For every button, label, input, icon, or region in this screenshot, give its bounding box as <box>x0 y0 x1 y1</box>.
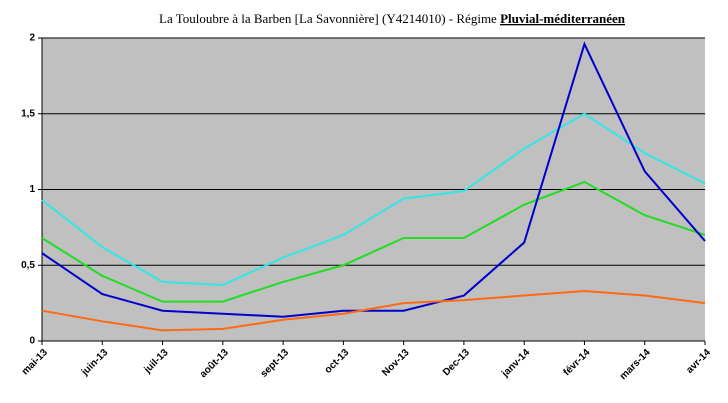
x-tick-label: oct-13 <box>323 347 352 376</box>
y-tick-label: 1 <box>29 184 35 195</box>
title-emphasis: Pluvial-méditerranéen <box>500 11 626 26</box>
x-tick-label: mars-14 <box>618 347 653 382</box>
line-series <box>41 112 706 286</box>
x-tick-label: août-13 <box>198 347 231 380</box>
y-tick-label: 2 <box>29 33 35 44</box>
x-tick-label: sept-13 <box>259 347 292 380</box>
y-tick-label: 0,5 <box>21 260 35 271</box>
line-series <box>41 41 706 318</box>
line-series <box>41 180 706 303</box>
y-tick-label: 1,5 <box>21 108 35 119</box>
x-tick-label: Dec-13 <box>441 347 472 378</box>
x-tick-label: févr-14 <box>561 347 592 378</box>
x-tick-label: janv-14 <box>499 347 532 380</box>
title-main: La Touloubre à la Barben [La Savonnière]… <box>159 11 500 26</box>
x-tick-label: mai-13 <box>20 347 50 377</box>
y-tick-label: 0 <box>29 336 35 347</box>
x-tick-label: Nov-13 <box>380 347 412 379</box>
x-tick-label: juil-13 <box>142 347 171 376</box>
x-tick-label: juin-13 <box>79 347 111 379</box>
line-series <box>41 290 706 332</box>
chart-title: La Touloubre à la Barben [La Savonnière]… <box>159 11 626 26</box>
x-tick-label: avr-14 <box>684 347 713 376</box>
